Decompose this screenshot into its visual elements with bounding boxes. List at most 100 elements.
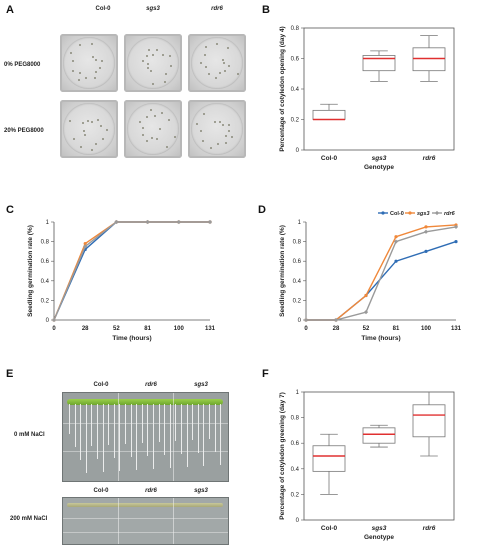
box-iqr <box>312 109 346 120</box>
seed <box>95 142 98 145</box>
seed <box>224 135 227 138</box>
panel-e-plate-bottom <box>62 497 229 545</box>
petri-plate-rim <box>191 37 243 89</box>
y-tick-label: 0.2 <box>41 298 50 304</box>
seed <box>92 55 95 58</box>
petri-plate-1-2 <box>188 100 246 158</box>
legend-entry: rdr6 <box>444 211 456 217</box>
seed <box>205 45 208 48</box>
seed <box>222 58 225 61</box>
seedling-root <box>136 404 138 470</box>
seed <box>142 127 145 130</box>
seedling-root <box>203 404 205 466</box>
y-tick-label: 0.2 <box>291 118 300 124</box>
petri-plate-rim <box>63 37 115 89</box>
seed <box>100 124 103 127</box>
y-tick-label: 0 <box>298 318 302 324</box>
seed <box>210 146 213 149</box>
seed <box>150 136 153 139</box>
y-tick-label: 0.2 <box>293 298 302 304</box>
panel-a-row-label-1: 20% PEG8000 <box>4 128 44 134</box>
seed <box>226 46 229 49</box>
series-point <box>454 240 458 244</box>
x-axis-label: Genotype <box>364 534 394 541</box>
seed <box>223 70 226 73</box>
panel-e-letter: E <box>6 368 14 380</box>
seed <box>218 71 221 74</box>
chart-d: 0 0.2 0.4 0.6 0.8 1 0 28 52 81 100 131 Time (hours) S… <box>279 210 462 342</box>
seed <box>93 77 96 80</box>
seed <box>173 136 176 139</box>
seed <box>154 115 157 118</box>
seed <box>168 119 171 122</box>
seedling-root <box>169 404 171 468</box>
x-tick-label: 0 <box>304 326 308 332</box>
y-tick-label: 1 <box>296 390 300 396</box>
seed <box>222 62 225 65</box>
y-tick-label: 0.6 <box>41 259 50 265</box>
seedling-root <box>209 404 210 439</box>
seed <box>162 53 165 56</box>
seedling-root <box>125 404 126 444</box>
seedling-root <box>113 404 115 458</box>
y-tick-label: 0.4 <box>291 87 300 93</box>
x-tick-label: Col-0 <box>321 155 338 162</box>
seed <box>200 130 203 132</box>
series-point <box>303 317 309 323</box>
panel-e-top-col-label-2: sgs3 <box>194 382 208 388</box>
x-tick-label: sgs3 <box>372 525 387 532</box>
plot-frame <box>303 27 455 151</box>
seedling-root <box>91 404 93 446</box>
y-axis-label: Percentage of cotyledon opening (day 4) <box>279 26 286 151</box>
seed <box>236 72 239 75</box>
seed <box>91 121 94 124</box>
legend-entry: sgs3 <box>417 211 430 217</box>
y-tick-label: 1 <box>46 220 50 226</box>
seed <box>150 70 153 73</box>
seed <box>203 113 206 116</box>
y-tick-label: 0.4 <box>41 279 50 285</box>
series-point <box>424 225 428 229</box>
y-axis-label: Seedling germination rate (%) <box>279 225 286 317</box>
seed <box>83 130 86 133</box>
petri-plate-0-2 <box>188 34 246 92</box>
x-tick-label: rdr6 <box>423 525 436 532</box>
legend-entry: Col-0 <box>390 211 404 217</box>
seed <box>151 54 154 57</box>
panel-e-row-label-1: 200 mM NaCl <box>10 516 48 522</box>
panel-d-letter: D <box>258 204 266 216</box>
seed <box>147 67 150 70</box>
series-line-1 <box>53 221 210 321</box>
x-axis-label: Genotype <box>364 164 394 171</box>
seed <box>69 52 72 55</box>
seed <box>83 133 86 136</box>
x-tick-label: 131 <box>205 326 216 332</box>
panel-e-bottom-col-label-1: rdr6 <box>145 488 157 494</box>
seed <box>155 137 158 140</box>
x-tick-label: 100 <box>174 326 185 332</box>
seed <box>80 145 83 148</box>
seed <box>215 76 218 79</box>
series-point <box>364 293 368 298</box>
panel-a-row-label-0: 0% PEG8000 <box>4 62 41 68</box>
seed <box>95 70 98 73</box>
seed <box>90 43 93 46</box>
seed <box>72 60 75 63</box>
petri-plate-rim <box>127 37 179 89</box>
box-iqr <box>362 427 396 444</box>
seed <box>227 130 230 133</box>
seed <box>165 73 168 76</box>
series-line-2 <box>306 226 457 321</box>
panel-e-top-col-label-0: Col-0 <box>93 382 109 388</box>
series-point <box>145 219 150 225</box>
seed <box>79 71 82 74</box>
x-tick-label: 81 <box>144 326 151 332</box>
seedling-root <box>69 404 70 434</box>
series-point <box>423 229 429 234</box>
panel-e-row-label-0: 0 mM NaCl <box>14 432 45 438</box>
seed <box>142 59 145 62</box>
petri-plate-rim <box>191 103 243 155</box>
x-tick-label: 100 <box>421 326 432 332</box>
seed <box>94 59 97 62</box>
series-point <box>394 259 398 263</box>
